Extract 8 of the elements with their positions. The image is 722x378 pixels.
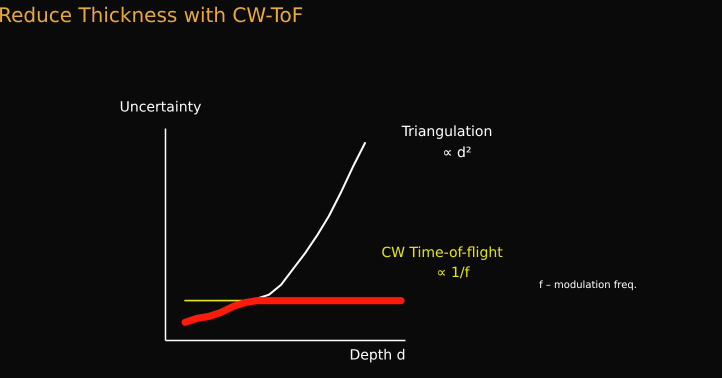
text: ∝ d² (442, 145, 472, 161)
chart-title: Reduce Thickness with CW-ToF (0, 3, 304, 27)
text: f – modulation freq. (539, 280, 637, 291)
text: Triangulation (400, 124, 492, 140)
text: ∝ 1/f (436, 265, 471, 281)
text: CW Time-of-flight (381, 245, 504, 261)
x-axis-title: Depth d (350, 348, 406, 364)
y-axis-title: Uncertainty (120, 100, 202, 116)
